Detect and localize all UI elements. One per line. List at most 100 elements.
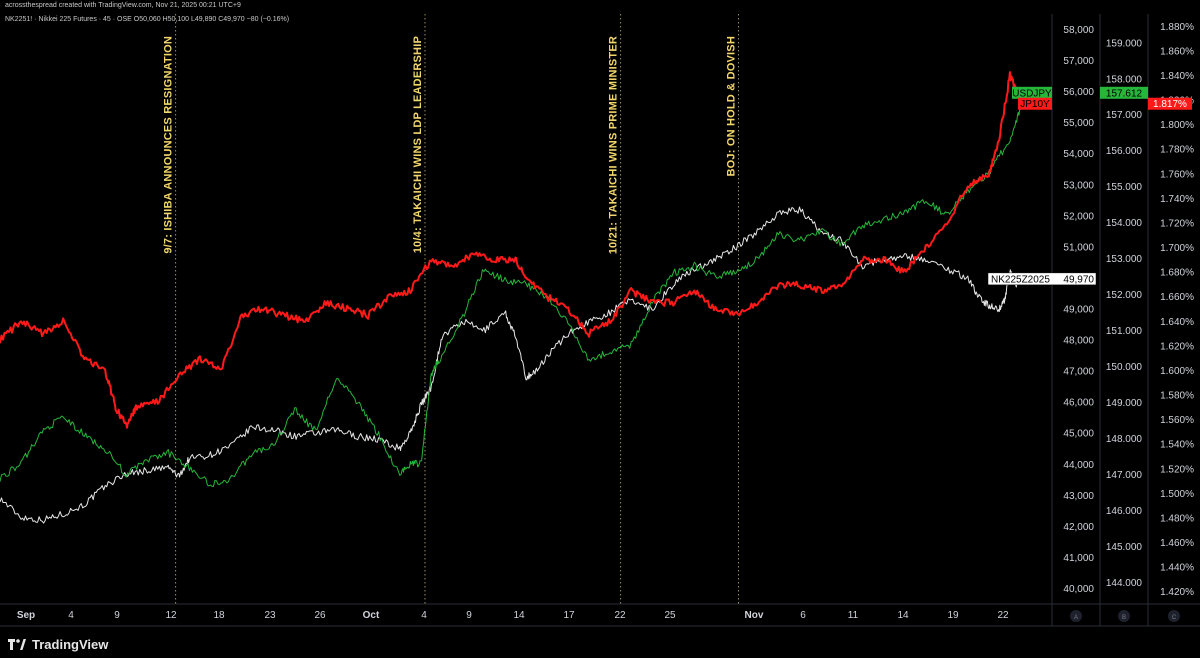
y-tick-label-C: 1.660% [1160,292,1194,303]
x-tick-label: 12 [165,610,177,621]
y-tick-label-C: 1.680% [1160,268,1194,279]
chart-credit: acrossthespread created with TradingView… [5,2,241,9]
x-tick-label: Nov [745,610,764,621]
y-tick-label-A: 45,000 [1063,429,1094,440]
y-tick-label-A: 44,000 [1063,460,1094,471]
y-tick-label-C: 1.880% [1160,22,1194,33]
y-tick-label-B: 147.000 [1106,470,1143,481]
instrument-ohlc: NK2251! · Nikkei 225 Futures · 45 · OSE … [5,16,290,23]
y-tick-label-C: 1.560% [1160,415,1194,426]
series-line-jp10y [0,71,1032,429]
x-tick-label: 19 [947,610,959,621]
y-tick-label-A: 48,000 [1063,336,1094,347]
y-tick-label-A: 41,000 [1063,553,1094,564]
y-tick-label-B: 156.000 [1106,146,1143,157]
y-tick-label-C: 1.580% [1160,391,1194,402]
x-tick-label: 22 [614,610,626,621]
y-tick-label-C: 1.440% [1160,563,1194,574]
y-tick-label-B: 154.000 [1106,218,1143,229]
y-tick-label-A: 49,000 [1063,305,1094,316]
last-value-tag-usdjpy [1100,86,1148,99]
y-tick-label-B: 144.000 [1106,578,1143,589]
tradingview-brand: TradingView [32,636,109,652]
y-tick-label-A: 40,000 [1063,584,1094,595]
x-tick-label: 14 [897,610,909,621]
series-name-jp10y: JP10Y [1020,99,1050,110]
last-value-jp10y: 1.817% [1153,99,1187,110]
y-tick-label-A: 54,000 [1063,149,1094,160]
y-tick-label-B: 155.000 [1106,182,1143,193]
x-tick-label: 11 [848,610,859,621]
y-tick-label-C: 1.480% [1160,513,1194,524]
axis-footer-circle-C [1168,610,1180,622]
y-tick-label-A: 58,000 [1063,25,1094,36]
axis-footer-circle-B [1118,610,1130,622]
y-tick-label-B: 146.000 [1106,506,1143,517]
y-tick-label-C: 1.740% [1160,194,1194,205]
y-tick-label-C: 1.600% [1160,366,1194,377]
y-tick-label-B: 152.000 [1106,290,1143,301]
axis-footer-label-B: B [1122,615,1126,621]
y-tick-label-B: 149.000 [1106,398,1143,409]
y-tick-label-B: 153.000 [1106,254,1143,265]
event-annotation: 9/7: ISHIBA ANNOUNCES RESIGNATION [163,36,175,254]
x-tick-label: 25 [664,610,676,621]
x-tick-label: 6 [800,610,806,621]
series-line-nk225z2025 [0,206,1032,524]
x-tick-label: 18 [213,610,225,621]
y-tick-label-C: 1.640% [1160,317,1194,328]
y-tick-label-C: 1.520% [1160,464,1194,475]
x-tick-label: 17 [563,610,575,621]
x-tick-label: Sep [17,610,35,621]
y-tick-label-C: 1.420% [1160,587,1194,598]
series-line-usdjpy [0,92,1032,487]
y-tick-label-C: 1.620% [1160,341,1194,352]
y-tick-label-C: 1.540% [1160,440,1194,451]
last-value-tag-nk225 [987,272,1097,286]
y-tick-label-A: 53,000 [1063,180,1094,191]
series-name-tag-jp10y [1018,97,1052,110]
y-tick-label-B: 150.000 [1106,362,1143,373]
x-tick-label: 9 [114,610,120,621]
y-tick-label-B: 148.000 [1106,434,1143,445]
x-tick-label: 26 [314,610,326,621]
last-value-usdjpy: 157.612 [1106,88,1143,99]
y-tick-label-A: 52,000 [1063,211,1094,222]
y-tick-label-C: 1.460% [1160,538,1194,549]
tradingview-logo-icon [8,638,26,650]
chart-header: acrossthespread created with TradingView… [0,0,1200,23]
y-tick-label-B: 158.000 [1106,74,1143,85]
event-annotation: BOJ: ON HOLD & DOVISH [726,36,738,177]
x-tick-label: 9 [466,610,472,621]
y-tick-label-A: 46,000 [1063,398,1094,409]
axis-footer-label-C: C [1172,615,1177,621]
axis-footer-label-A: A [1074,615,1078,621]
event-annotation: 10/4: TAKAICHI WINS LDP LEADERSHIP [412,36,424,253]
series-name-tag-usdjpy [1012,86,1052,99]
y-tick-label-A: 42,000 [1063,522,1094,533]
tradingview-logo[interactable]: TradingView [8,636,108,652]
event-annotation: 10/21: TAKAICHI WINS PRIME MINISTER [608,36,620,254]
axis-footer-circle-A [1070,610,1082,622]
series-name-usdjpy: USDJPY [1012,88,1052,99]
x-tick-label: Oct [363,610,380,621]
y-tick-label-B: 157.000 [1106,110,1143,121]
y-tick-label-B: 159.000 [1106,38,1143,49]
y-tick-label-B: 151.000 [1106,326,1143,337]
y-tick-label-C: 1.860% [1160,46,1194,57]
y-tick-label-C: 1.720% [1160,218,1194,229]
x-tick-label: 4 [421,610,427,621]
y-tick-label-A: 55,000 [1063,118,1094,129]
y-tick-label-C: 1.700% [1160,243,1194,254]
y-tick-label-A: 47,000 [1063,367,1094,378]
y-tick-label-A: 43,000 [1063,491,1094,502]
series-name-nk225: NK225Z2025 [991,274,1050,285]
last-value-nk225: 49,970 [1063,274,1094,285]
y-tick-label-C: 1.500% [1160,489,1194,500]
x-tick-label: 14 [513,610,525,621]
y-tick-label-B: 145.000 [1106,542,1143,553]
y-tick-label-C: 1.780% [1160,145,1194,156]
y-tick-label-C: 1.760% [1160,169,1194,180]
last-value-tag-jp10y [1148,97,1192,110]
